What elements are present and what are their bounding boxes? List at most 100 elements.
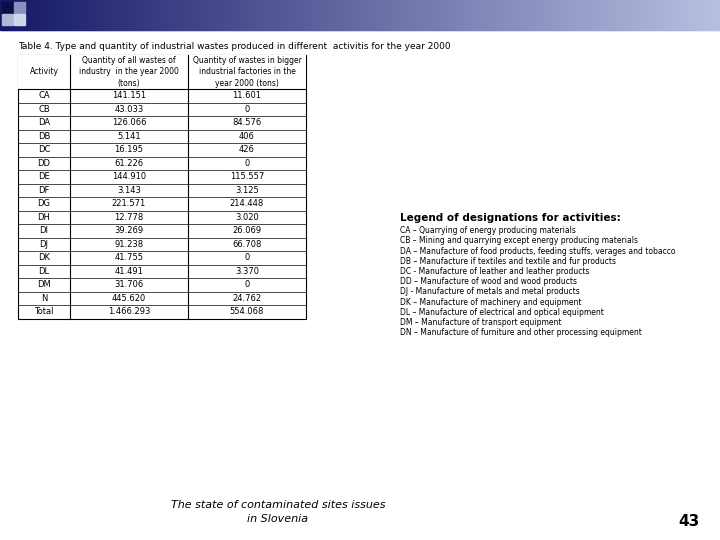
Bar bbox=[244, 0, 247, 30]
Bar bbox=[94, 0, 97, 30]
Bar bbox=[246, 0, 249, 30]
Bar bbox=[702, 0, 705, 30]
Bar bbox=[82, 0, 85, 30]
Bar bbox=[312, 0, 315, 30]
Text: DI: DI bbox=[40, 226, 48, 235]
Bar bbox=[262, 0, 265, 30]
Bar bbox=[316, 0, 319, 30]
Bar bbox=[6, 0, 9, 30]
Bar bbox=[126, 0, 129, 30]
Bar bbox=[452, 0, 455, 30]
Text: DK – Manufacture of machinery and equipment: DK – Manufacture of machinery and equipm… bbox=[400, 298, 582, 307]
Bar bbox=[130, 0, 133, 30]
Text: DC: DC bbox=[38, 145, 50, 154]
Bar bbox=[612, 0, 615, 30]
Bar bbox=[116, 0, 119, 30]
Bar bbox=[602, 0, 605, 30]
Bar bbox=[484, 0, 487, 30]
Bar bbox=[192, 0, 195, 30]
Bar bbox=[372, 0, 375, 30]
Bar bbox=[454, 0, 457, 30]
Bar bbox=[712, 0, 715, 30]
Bar bbox=[272, 0, 275, 30]
Bar bbox=[342, 0, 345, 30]
Text: 144.910: 144.910 bbox=[112, 172, 146, 181]
Text: DK: DK bbox=[38, 253, 50, 262]
Bar bbox=[650, 0, 653, 30]
Bar bbox=[548, 0, 551, 30]
Bar bbox=[524, 0, 527, 30]
Text: CB: CB bbox=[38, 105, 50, 114]
Text: Quantity of wastes in bigger
industrial factories in the
year 2000 (tons): Quantity of wastes in bigger industrial … bbox=[192, 56, 302, 87]
Bar bbox=[166, 0, 169, 30]
Bar bbox=[98, 0, 101, 30]
Bar bbox=[704, 0, 707, 30]
Bar bbox=[242, 0, 245, 30]
Bar bbox=[672, 0, 675, 30]
Bar bbox=[294, 0, 297, 30]
Bar bbox=[592, 0, 595, 30]
Bar bbox=[536, 0, 539, 30]
Text: DG: DG bbox=[37, 199, 50, 208]
Bar bbox=[460, 0, 463, 30]
Bar bbox=[190, 0, 193, 30]
Bar bbox=[544, 0, 547, 30]
Bar bbox=[20, 0, 23, 30]
Bar bbox=[158, 0, 161, 30]
Bar bbox=[88, 0, 91, 30]
Bar bbox=[678, 0, 681, 30]
Text: 115.557: 115.557 bbox=[230, 172, 264, 181]
Text: 221.571: 221.571 bbox=[112, 199, 146, 208]
Bar bbox=[54, 0, 57, 30]
Bar bbox=[74, 0, 77, 30]
Bar bbox=[492, 0, 495, 30]
Bar bbox=[654, 0, 657, 30]
Text: 43.033: 43.033 bbox=[114, 105, 143, 114]
Bar bbox=[318, 0, 321, 30]
Bar bbox=[22, 0, 25, 30]
Bar bbox=[614, 0, 617, 30]
Bar bbox=[334, 0, 337, 30]
Bar bbox=[630, 0, 633, 30]
Bar bbox=[228, 0, 231, 30]
Bar bbox=[510, 0, 513, 30]
Bar bbox=[264, 0, 267, 30]
Bar bbox=[584, 0, 587, 30]
Bar bbox=[320, 0, 323, 30]
Bar bbox=[534, 0, 537, 30]
Bar bbox=[696, 0, 699, 30]
Bar bbox=[668, 0, 671, 30]
Bar bbox=[338, 0, 341, 30]
Text: 11.601: 11.601 bbox=[233, 91, 261, 100]
Bar bbox=[370, 0, 373, 30]
Text: 3.143: 3.143 bbox=[117, 186, 141, 195]
Bar bbox=[676, 0, 679, 30]
Bar bbox=[428, 0, 431, 30]
Bar bbox=[18, 55, 306, 319]
Bar bbox=[470, 0, 473, 30]
Text: 41.755: 41.755 bbox=[114, 253, 143, 262]
Bar bbox=[670, 0, 673, 30]
Bar bbox=[270, 0, 273, 30]
Bar bbox=[574, 0, 577, 30]
Bar bbox=[416, 0, 419, 30]
Bar bbox=[674, 0, 677, 30]
Bar bbox=[174, 0, 177, 30]
Bar bbox=[404, 0, 407, 30]
Bar bbox=[38, 0, 41, 30]
Text: DL: DL bbox=[38, 267, 50, 276]
Text: DA – Manufacture of food products, feeding stuffs, verages and tobacco: DA – Manufacture of food products, feedi… bbox=[400, 247, 675, 255]
Bar bbox=[76, 0, 79, 30]
Bar bbox=[660, 0, 663, 30]
Bar bbox=[230, 0, 233, 30]
Bar bbox=[14, 0, 17, 30]
Bar bbox=[290, 0, 293, 30]
Bar bbox=[50, 0, 53, 30]
Bar bbox=[356, 0, 359, 30]
Bar bbox=[408, 0, 411, 30]
Bar bbox=[422, 0, 425, 30]
Text: 3.020: 3.020 bbox=[235, 213, 259, 222]
Bar bbox=[256, 0, 259, 30]
Bar bbox=[122, 0, 125, 30]
Text: 141.151: 141.151 bbox=[112, 91, 146, 100]
